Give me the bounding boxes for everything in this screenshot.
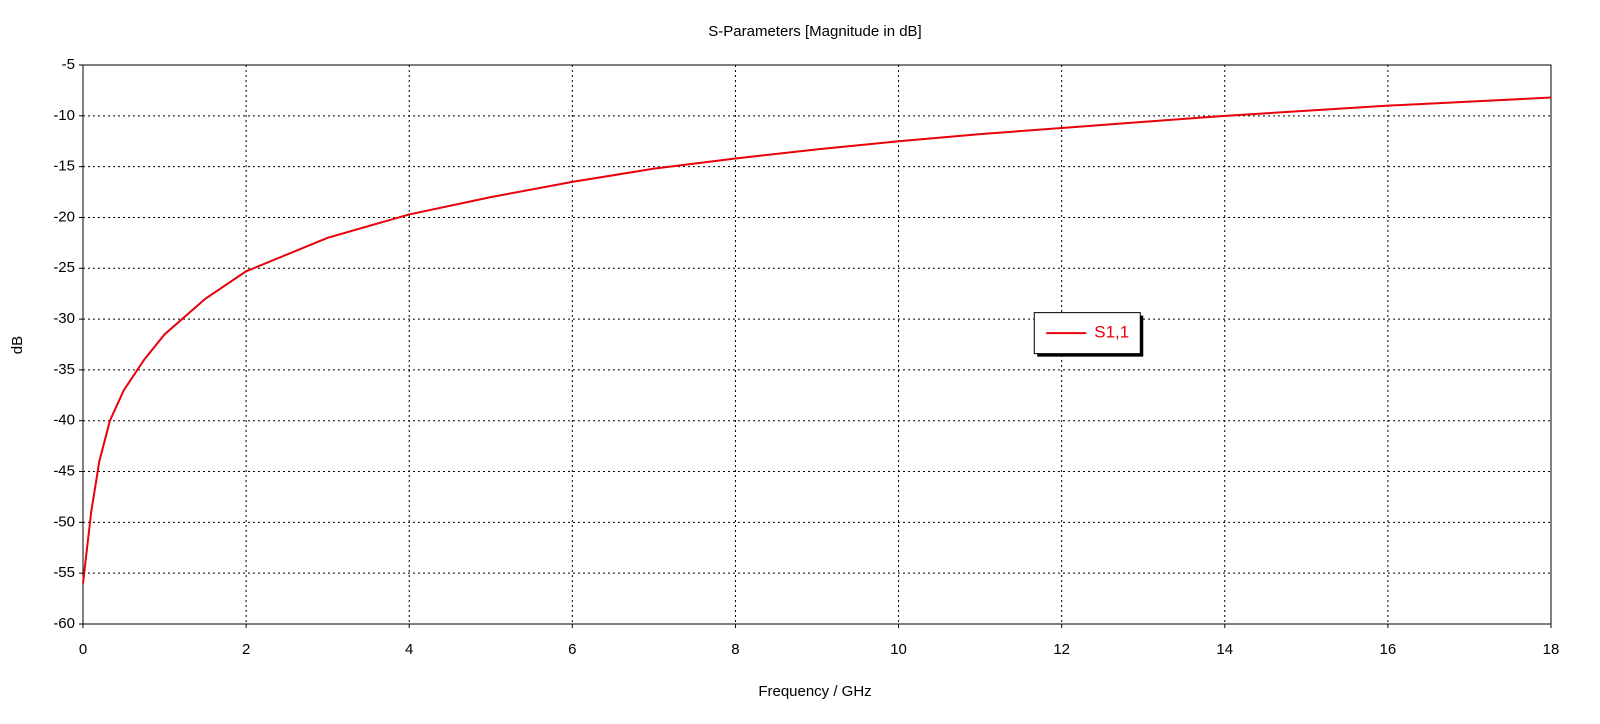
y-tick-label: -55	[53, 564, 75, 581]
x-tick-label: 10	[890, 641, 907, 658]
x-tick-label: 16	[1380, 641, 1397, 658]
x-tick-label: 4	[405, 641, 413, 658]
x-tick-label: 6	[568, 641, 576, 658]
y-tick-label: -10	[53, 107, 75, 124]
chart-title: S-Parameters [Magnitude in dB]	[708, 23, 921, 40]
x-tick-label: 2	[242, 641, 250, 658]
y-axis-label: dB	[9, 336, 26, 354]
y-tick-label: -20	[53, 208, 75, 225]
y-tick-label: -60	[53, 615, 75, 632]
data-line	[82, 96, 1552, 584]
plot-frame	[82, 64, 1552, 625]
y-tick-label: -25	[53, 259, 75, 276]
y-tick-label: -50	[53, 513, 75, 530]
y-tick-label: -30	[53, 310, 75, 327]
x-tick-label: 0	[79, 641, 87, 658]
y-tick-label: -45	[53, 463, 75, 480]
legend-label: S1,1	[1094, 323, 1129, 342]
x-axis-label: Frequency / GHz	[758, 683, 871, 700]
y-tick-label: -15	[53, 158, 75, 175]
y-tick-label: -40	[53, 412, 75, 429]
x-tick-label: 12	[1053, 641, 1070, 658]
x-tick-label: 18	[1543, 641, 1560, 658]
y-tick-label: -5	[62, 56, 75, 73]
x-tick-label: 8	[731, 641, 739, 658]
x-tick-label: 14	[1216, 641, 1233, 658]
y-tick-label: -35	[53, 361, 75, 378]
